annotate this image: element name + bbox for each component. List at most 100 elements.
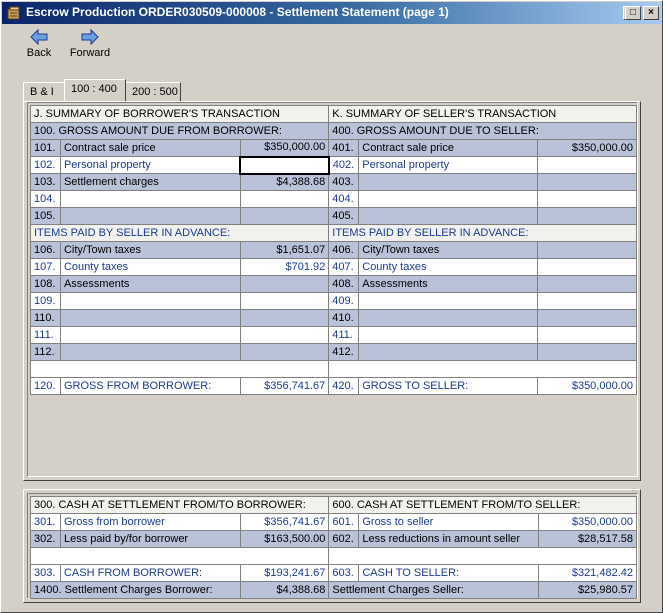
line-label[interactable] — [358, 326, 539, 344]
tab-b-and-i[interactable]: B & I — [23, 82, 65, 101]
line-label[interactable] — [59, 309, 241, 327]
line-amount[interactable] — [537, 309, 637, 327]
line-number: 106. — [30, 241, 61, 259]
line-amount[interactable] — [239, 275, 330, 293]
line-amount[interactable]: $4,388.68 — [239, 173, 330, 191]
line-number: 107. — [30, 258, 61, 276]
line-label[interactable]: Assessments — [59, 275, 241, 293]
back-label: Back — [26, 47, 52, 59]
line-amount[interactable] — [537, 173, 637, 191]
line-number: 101. — [30, 139, 61, 157]
line-number: 302. — [30, 530, 61, 548]
seller-summary-header: K. SUMMARY OF SELLER'S TRANSACTION — [328, 105, 637, 123]
cash-to-seller-label: CASH TO SELLER: — [358, 564, 539, 582]
line-amount[interactable] — [537, 275, 637, 293]
line-amount[interactable] — [537, 326, 637, 344]
settlement-charges-borrower-label: 1400. Settlement Charges Borrower: — [30, 581, 241, 599]
cash-header-row: 300. CASH AT SETTLEMENT FROM/TO BORROWER… — [29, 496, 637, 514]
line-label: Less paid by/for borrower — [59, 530, 241, 548]
line-number: 102. — [30, 156, 61, 174]
line-amount[interactable] — [239, 190, 330, 208]
line-number: 105. — [30, 207, 61, 225]
table-row: 112. 412. — [30, 343, 637, 361]
line-amount[interactable]: $701.92 — [239, 258, 330, 276]
line-number: 110. — [30, 309, 61, 327]
line-label[interactable] — [59, 343, 241, 361]
advance-header-row: ITEMS PAID BY SELLER IN ADVANCE: ITEMS P… — [29, 224, 637, 242]
gross-header-row: 100. GROSS AMOUNT DUE FROM BORROWER: 400… — [29, 122, 637, 140]
line-amount[interactable] — [537, 292, 637, 310]
tab-100-400[interactable]: 100 : 400 — [64, 79, 126, 101]
line-number: 409. — [328, 292, 360, 310]
line-amount[interactable] — [537, 190, 637, 208]
summary-table: J. SUMMARY OF BORROWER'S TRANSACTION K. … — [29, 105, 637, 395]
line-label[interactable]: City/Town taxes — [358, 241, 539, 259]
line-label[interactable] — [358, 292, 539, 310]
line-label[interactable] — [358, 343, 539, 361]
line-label[interactable]: Settlement charges — [59, 173, 241, 191]
line-number: 403. — [328, 173, 360, 191]
line-number: 108. — [30, 275, 61, 293]
line-number: 410. — [328, 309, 360, 327]
table-row: 111. 411. — [30, 326, 637, 344]
line-amount[interactable] — [239, 292, 330, 310]
title-bar[interactable]: Escrow Production ORDER030509-000008 - S… — [2, 2, 661, 24]
gross-to-seller-amount: $350,000.00 — [537, 377, 637, 395]
line-number: 112. — [30, 343, 61, 361]
line-number: 401. — [328, 139, 360, 157]
line-label[interactable] — [59, 292, 241, 310]
arrow-right-icon — [81, 29, 99, 45]
line-number: 603. — [328, 564, 360, 582]
line-label[interactable] — [59, 207, 241, 225]
settlement-charges-seller-label: Settlement Charges Seller: — [328, 581, 539, 599]
line-amount[interactable] — [537, 258, 637, 276]
forward-button[interactable]: Forward — [65, 29, 115, 69]
tab-200-500[interactable]: 200 : 500 — [125, 82, 181, 101]
line-label[interactable]: Contract sale price — [358, 139, 539, 157]
line-number: 301. — [30, 513, 61, 531]
maximize-button[interactable]: □ — [625, 6, 641, 20]
line-label[interactable] — [59, 190, 241, 208]
line-label[interactable]: Personal property — [358, 156, 539, 174]
line-label[interactable] — [358, 190, 539, 208]
personal-property-amount-input[interactable] — [239, 155, 330, 175]
line-amount[interactable]: $350,000.00 — [239, 139, 330, 157]
cash-to-seller-amount: $321,482.42 — [537, 564, 638, 582]
line-amount[interactable] — [239, 343, 330, 361]
settlement-charges-row: 1400. Settlement Charges Borrower: $4,38… — [30, 581, 638, 599]
line-label[interactable] — [59, 326, 241, 344]
line-label[interactable] — [358, 309, 539, 327]
table-row: 103. Settlement charges $4,388.68 403. — [30, 173, 637, 191]
line-number: 404. — [328, 190, 360, 208]
line-number: 408. — [328, 275, 360, 293]
line-number: 412. — [328, 343, 360, 361]
line-label[interactable]: City/Town taxes — [59, 241, 241, 259]
line-number: 420. — [328, 377, 360, 395]
line-amount[interactable] — [537, 156, 637, 174]
line-label[interactable]: Contract sale price — [59, 139, 241, 157]
line-amount: $350,000.00 — [537, 513, 638, 531]
back-button[interactable]: Back — [21, 29, 57, 69]
cash-from-borrower-amount: $193,241.67 — [239, 564, 330, 582]
line-amount[interactable]: $1,651.07 — [239, 241, 330, 259]
line-amount[interactable] — [537, 343, 637, 361]
line-label[interactable] — [358, 173, 539, 191]
line-amount[interactable] — [239, 309, 330, 327]
line-amount[interactable] — [537, 241, 637, 259]
line-amount[interactable] — [537, 207, 637, 225]
line-label[interactable]: Personal property — [59, 156, 241, 174]
line-label[interactable] — [358, 207, 539, 225]
line-number: 109. — [30, 292, 61, 310]
line-label[interactable]: Assessments — [358, 275, 539, 293]
line-amount: $28,517.58 — [537, 530, 638, 548]
line-label[interactable]: County taxes — [59, 258, 241, 276]
seller-gross-header: 400. GROSS AMOUNT DUE TO SELLER: — [328, 122, 637, 140]
close-button[interactable]: × — [643, 6, 659, 20]
line-amount[interactable] — [239, 326, 330, 344]
line-amount[interactable] — [239, 207, 330, 225]
line-label[interactable]: County taxes — [358, 258, 539, 276]
section-header-row: J. SUMMARY OF BORROWER'S TRANSACTION K. … — [29, 105, 637, 123]
line-number: 111. — [30, 326, 61, 344]
line-amount[interactable]: $350,000.00 — [537, 139, 637, 157]
